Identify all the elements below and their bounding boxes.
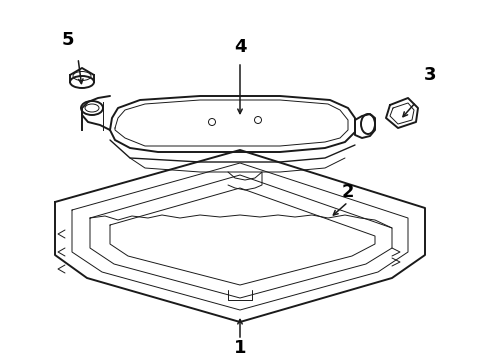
Text: 5: 5 [62,31,74,49]
Text: 4: 4 [234,38,246,56]
Text: 2: 2 [342,183,354,201]
Text: 1: 1 [234,339,246,357]
Text: 3: 3 [424,66,436,84]
